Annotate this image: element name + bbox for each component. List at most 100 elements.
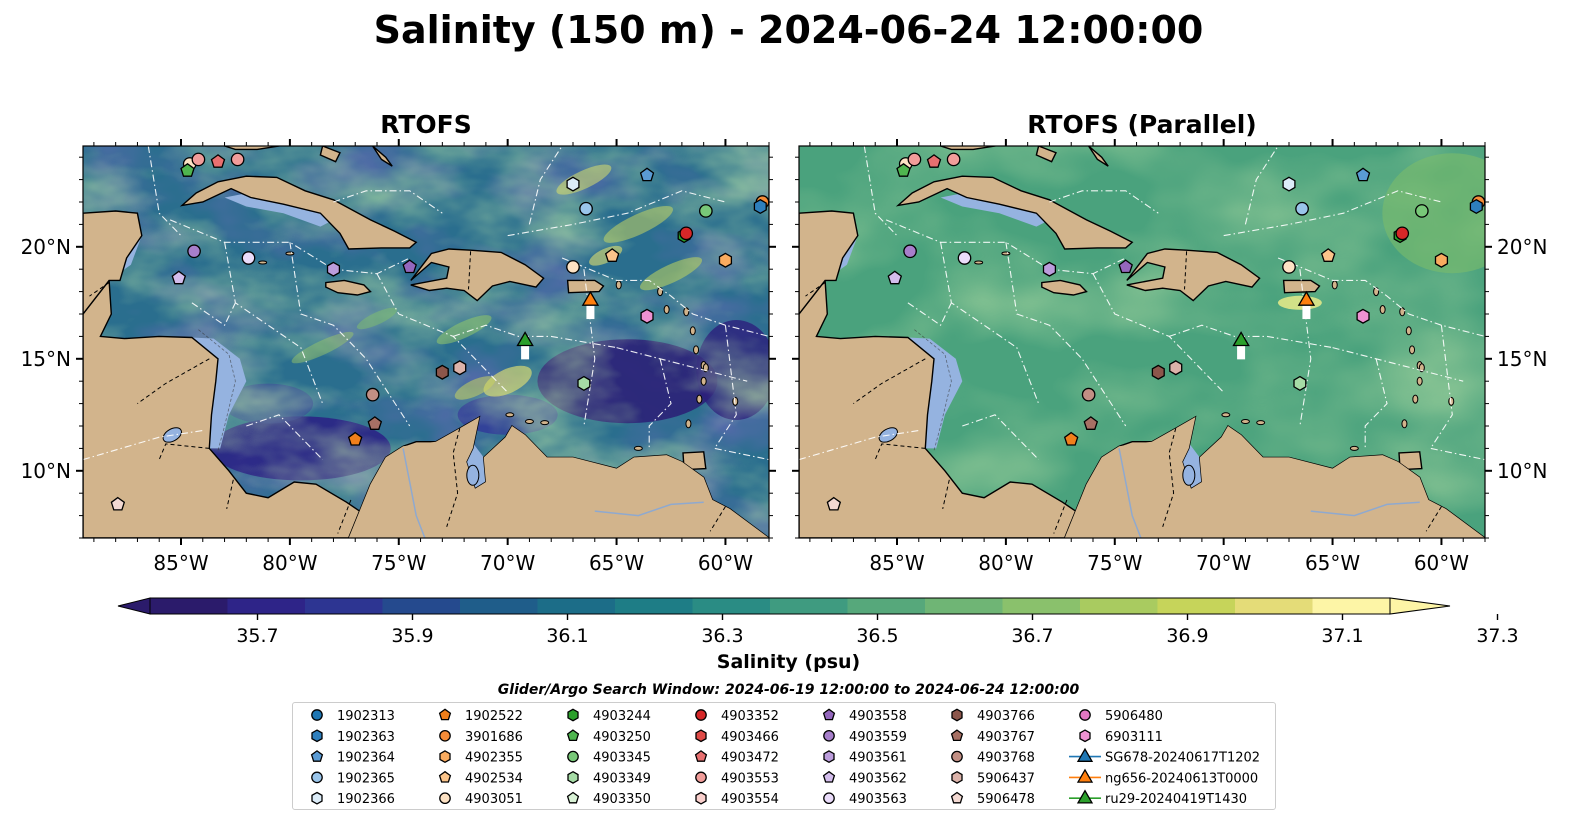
legend-marker-icon bbox=[950, 729, 964, 742]
legend-entry: 4903553 bbox=[695, 771, 779, 786]
lon-tick-label: 60°W bbox=[698, 551, 753, 575]
argo-float-marker bbox=[1063, 431, 1079, 446]
argo-float-marker bbox=[579, 201, 593, 216]
land-hispaniola bbox=[1126, 248, 1261, 302]
legend-entry: 4903350 bbox=[566, 791, 651, 807]
argo-float-marker bbox=[1151, 364, 1165, 380]
eez-boundary bbox=[83, 429, 203, 461]
argo-float-marker bbox=[887, 270, 903, 285]
colorbar-segment bbox=[537, 598, 616, 614]
legend-marker-icon bbox=[310, 750, 324, 762]
eez-boundary bbox=[333, 190, 443, 214]
eez-boundary bbox=[561, 257, 769, 337]
legend-marker-icon bbox=[311, 771, 323, 784]
legend-entry: 4903051 bbox=[439, 792, 523, 807]
lon-tick-label: 75°W bbox=[371, 551, 426, 575]
colorbar-segment bbox=[615, 598, 693, 614]
glider-marker bbox=[1232, 331, 1250, 347]
legend-label: 4903352 bbox=[721, 709, 779, 724]
argo-float-marker bbox=[230, 152, 245, 167]
legend-entry: 5906478 bbox=[950, 791, 1035, 807]
colorbar-tick-label: 37.1 bbox=[1321, 625, 1363, 647]
eez-boundary bbox=[191, 302, 236, 327]
legend-label: 4903562 bbox=[849, 771, 907, 786]
argo-float-marker bbox=[639, 167, 655, 182]
eez-boundary bbox=[147, 146, 182, 236]
land-florida bbox=[224, 146, 280, 151]
colorbar-tick-label: 36.7 bbox=[1011, 625, 1053, 647]
colorbar-segment bbox=[847, 598, 926, 614]
eez-boundary bbox=[246, 414, 323, 460]
argo-float-marker bbox=[926, 154, 942, 168]
eez-boundary bbox=[1244, 146, 1279, 225]
legend-label: ng656-20240613T0000 bbox=[1105, 771, 1258, 786]
legend-marker-icon bbox=[439, 750, 451, 764]
eez-boundary bbox=[1169, 324, 1333, 349]
map-frame bbox=[798, 145, 1486, 539]
legend-label: 4902355 bbox=[465, 751, 523, 766]
lon-tick-label: 60°W bbox=[1414, 551, 1469, 575]
legend-label: 4903563 bbox=[849, 792, 907, 807]
legend-marker-icon bbox=[951, 770, 963, 784]
legend-entry: 1902313 bbox=[311, 709, 395, 724]
argo-float-marker bbox=[1356, 308, 1370, 324]
legend-entry: 4902355 bbox=[439, 750, 523, 766]
argo-float-marker bbox=[453, 360, 467, 376]
argo-float-marker bbox=[718, 252, 733, 268]
eez-boundary bbox=[453, 324, 617, 349]
land-bahamas2 bbox=[1088, 146, 1109, 167]
argo-float-marker bbox=[907, 152, 922, 167]
legend-entry: 4903558 bbox=[822, 708, 907, 724]
legend-label: 4903350 bbox=[593, 792, 651, 807]
lat-tick-label: 15°N bbox=[21, 347, 71, 371]
glider-marker bbox=[1297, 290, 1316, 306]
lon-tick-label: 80°W bbox=[978, 551, 1033, 575]
legend-marker-icon bbox=[438, 770, 452, 783]
argo-float-marker bbox=[1355, 167, 1371, 182]
legend-label: 1902364 bbox=[337, 751, 395, 766]
lon-tick-label: 75°W bbox=[1087, 551, 1142, 575]
legend-entry: SG678-20240617T1202 bbox=[1069, 747, 1260, 766]
legend-entry: 4903466 bbox=[695, 729, 779, 745]
legend-label: 1902522 bbox=[465, 709, 523, 724]
lat-tick-label: 10°N bbox=[1497, 459, 1547, 483]
colorbar-segment bbox=[382, 598, 461, 614]
legend-label: 5906480 bbox=[1105, 709, 1163, 724]
legend-entry: 4903554 bbox=[695, 791, 779, 807]
eez-boundary bbox=[799, 429, 919, 461]
argo-float-marker bbox=[326, 261, 341, 277]
legend-label: 4903466 bbox=[721, 730, 779, 745]
eez-boundary bbox=[1332, 347, 1464, 382]
land-yucatan bbox=[83, 210, 143, 316]
legend-marker-icon bbox=[695, 709, 707, 721]
legend-entry: 4903768 bbox=[951, 751, 1035, 766]
lat-tick-label: 10°N bbox=[21, 459, 71, 483]
legend-label: 4903554 bbox=[721, 792, 779, 807]
argo-float-marker bbox=[1282, 176, 1296, 192]
shelf-area bbox=[191, 337, 247, 449]
eez-boundary bbox=[713, 325, 769, 461]
lon-tick-label: 70°W bbox=[1196, 551, 1251, 575]
legend-label: 4903559 bbox=[849, 730, 907, 745]
legend-marker-icon bbox=[695, 771, 707, 784]
legend-marker-icon bbox=[438, 708, 452, 721]
land-bahamas1 bbox=[319, 146, 341, 163]
eez-boundary bbox=[1364, 358, 1388, 449]
lon-tick-label: 80°W bbox=[262, 551, 317, 575]
legend-label: 4902534 bbox=[465, 771, 523, 786]
legend-entry: 4903250 bbox=[566, 729, 651, 745]
argo-float-marker bbox=[402, 259, 417, 274]
argo-float-marker bbox=[753, 198, 767, 215]
legend-entry: 6903111 bbox=[1079, 729, 1163, 745]
legend-entry: 1902363 bbox=[311, 729, 395, 745]
argo-float-marker bbox=[180, 162, 195, 177]
argo-float-marker bbox=[1469, 198, 1483, 215]
legend-label: 4903244 bbox=[593, 709, 651, 724]
legend-label: 6903111 bbox=[1105, 730, 1163, 745]
argo-float-marker bbox=[1295, 201, 1309, 216]
legend-entry: 4903561 bbox=[823, 750, 907, 766]
legend-label: 4903250 bbox=[593, 730, 651, 745]
colorbar-tick-label: 35.7 bbox=[236, 625, 278, 647]
land-hispaniola bbox=[410, 248, 545, 302]
